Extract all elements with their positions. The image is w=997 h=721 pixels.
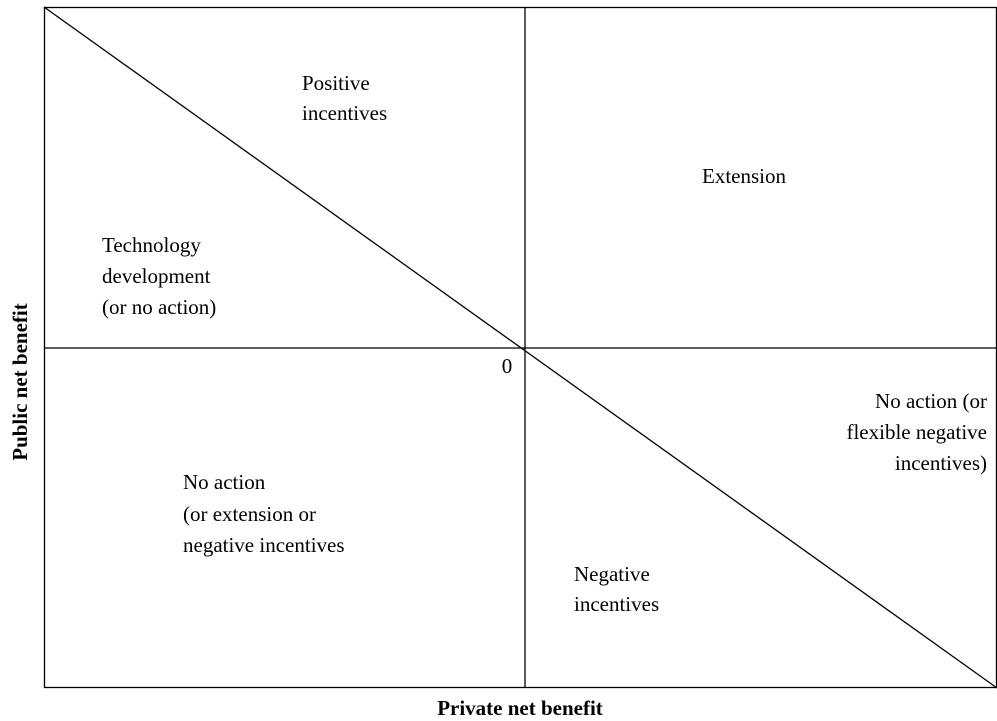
region-text: Extension [702,164,786,188]
origin-label: 0 [502,354,513,378]
region-text: Positive [302,71,370,95]
region-text: Technology [102,233,201,257]
region-text: (or extension or [183,502,316,526]
region-text: negative incentives [183,533,345,557]
region-text: Negative [574,562,650,586]
y-axis-label: Public net benefit [8,303,32,461]
region-text: incentives [574,592,659,616]
region-text: development [102,264,211,288]
region-text: (or no action) [102,295,216,319]
region-text: flexible negative [846,420,987,444]
region-text: incentives [302,101,387,125]
x-axis-label: Private net benefit [437,696,603,720]
diagonal [43,6,997,689]
region-text: No action [183,470,266,494]
region-text: No action (or [875,389,987,413]
region-text: incentives) [895,451,987,475]
